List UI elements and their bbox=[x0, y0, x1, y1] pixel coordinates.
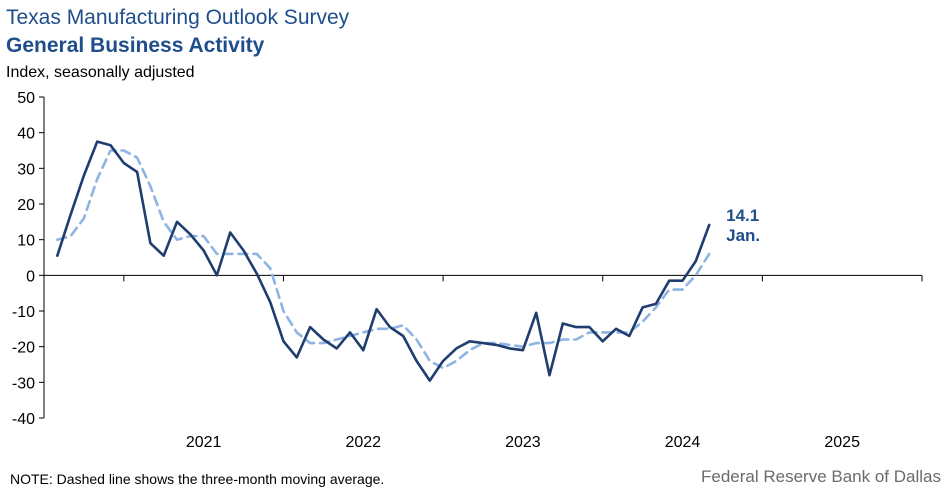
y-tick-label: 10 bbox=[17, 233, 35, 250]
x-tick-label: 2021 bbox=[186, 434, 222, 451]
y-tick-label: 50 bbox=[17, 90, 35, 107]
latest-value-label: 14.1 bbox=[726, 206, 759, 225]
y-tick-label: 40 bbox=[17, 126, 35, 143]
y-axis-label: Index, seasonally adjusted bbox=[6, 64, 195, 81]
chart-title: Texas Manufacturing Outlook Survey bbox=[6, 6, 350, 29]
y-tick-label: 0 bbox=[26, 268, 35, 285]
source-credit: Federal Reserve Bank of Dallas bbox=[700, 467, 941, 486]
y-tick-label: -10 bbox=[12, 304, 35, 321]
x-tick-label: 2022 bbox=[345, 434, 381, 451]
y-tick-label: -20 bbox=[12, 340, 35, 357]
y-tick-label: -40 bbox=[12, 411, 35, 428]
moving-average-line bbox=[55, 149, 711, 370]
latest-date-label: Jan. bbox=[726, 226, 760, 245]
x-tick-label: 2024 bbox=[665, 434, 701, 451]
chart-subtitle: General Business Activity bbox=[6, 34, 265, 57]
index-line bbox=[55, 140, 711, 382]
y-tick-label: -30 bbox=[12, 375, 35, 392]
y-tick-label: 20 bbox=[17, 197, 35, 214]
footnote: NOTE: Dashed line shows the three-month … bbox=[10, 471, 385, 487]
x-tick-label: 2023 bbox=[505, 434, 541, 451]
x-tick-label: 2025 bbox=[824, 434, 860, 451]
y-tick-label: 30 bbox=[17, 161, 35, 178]
